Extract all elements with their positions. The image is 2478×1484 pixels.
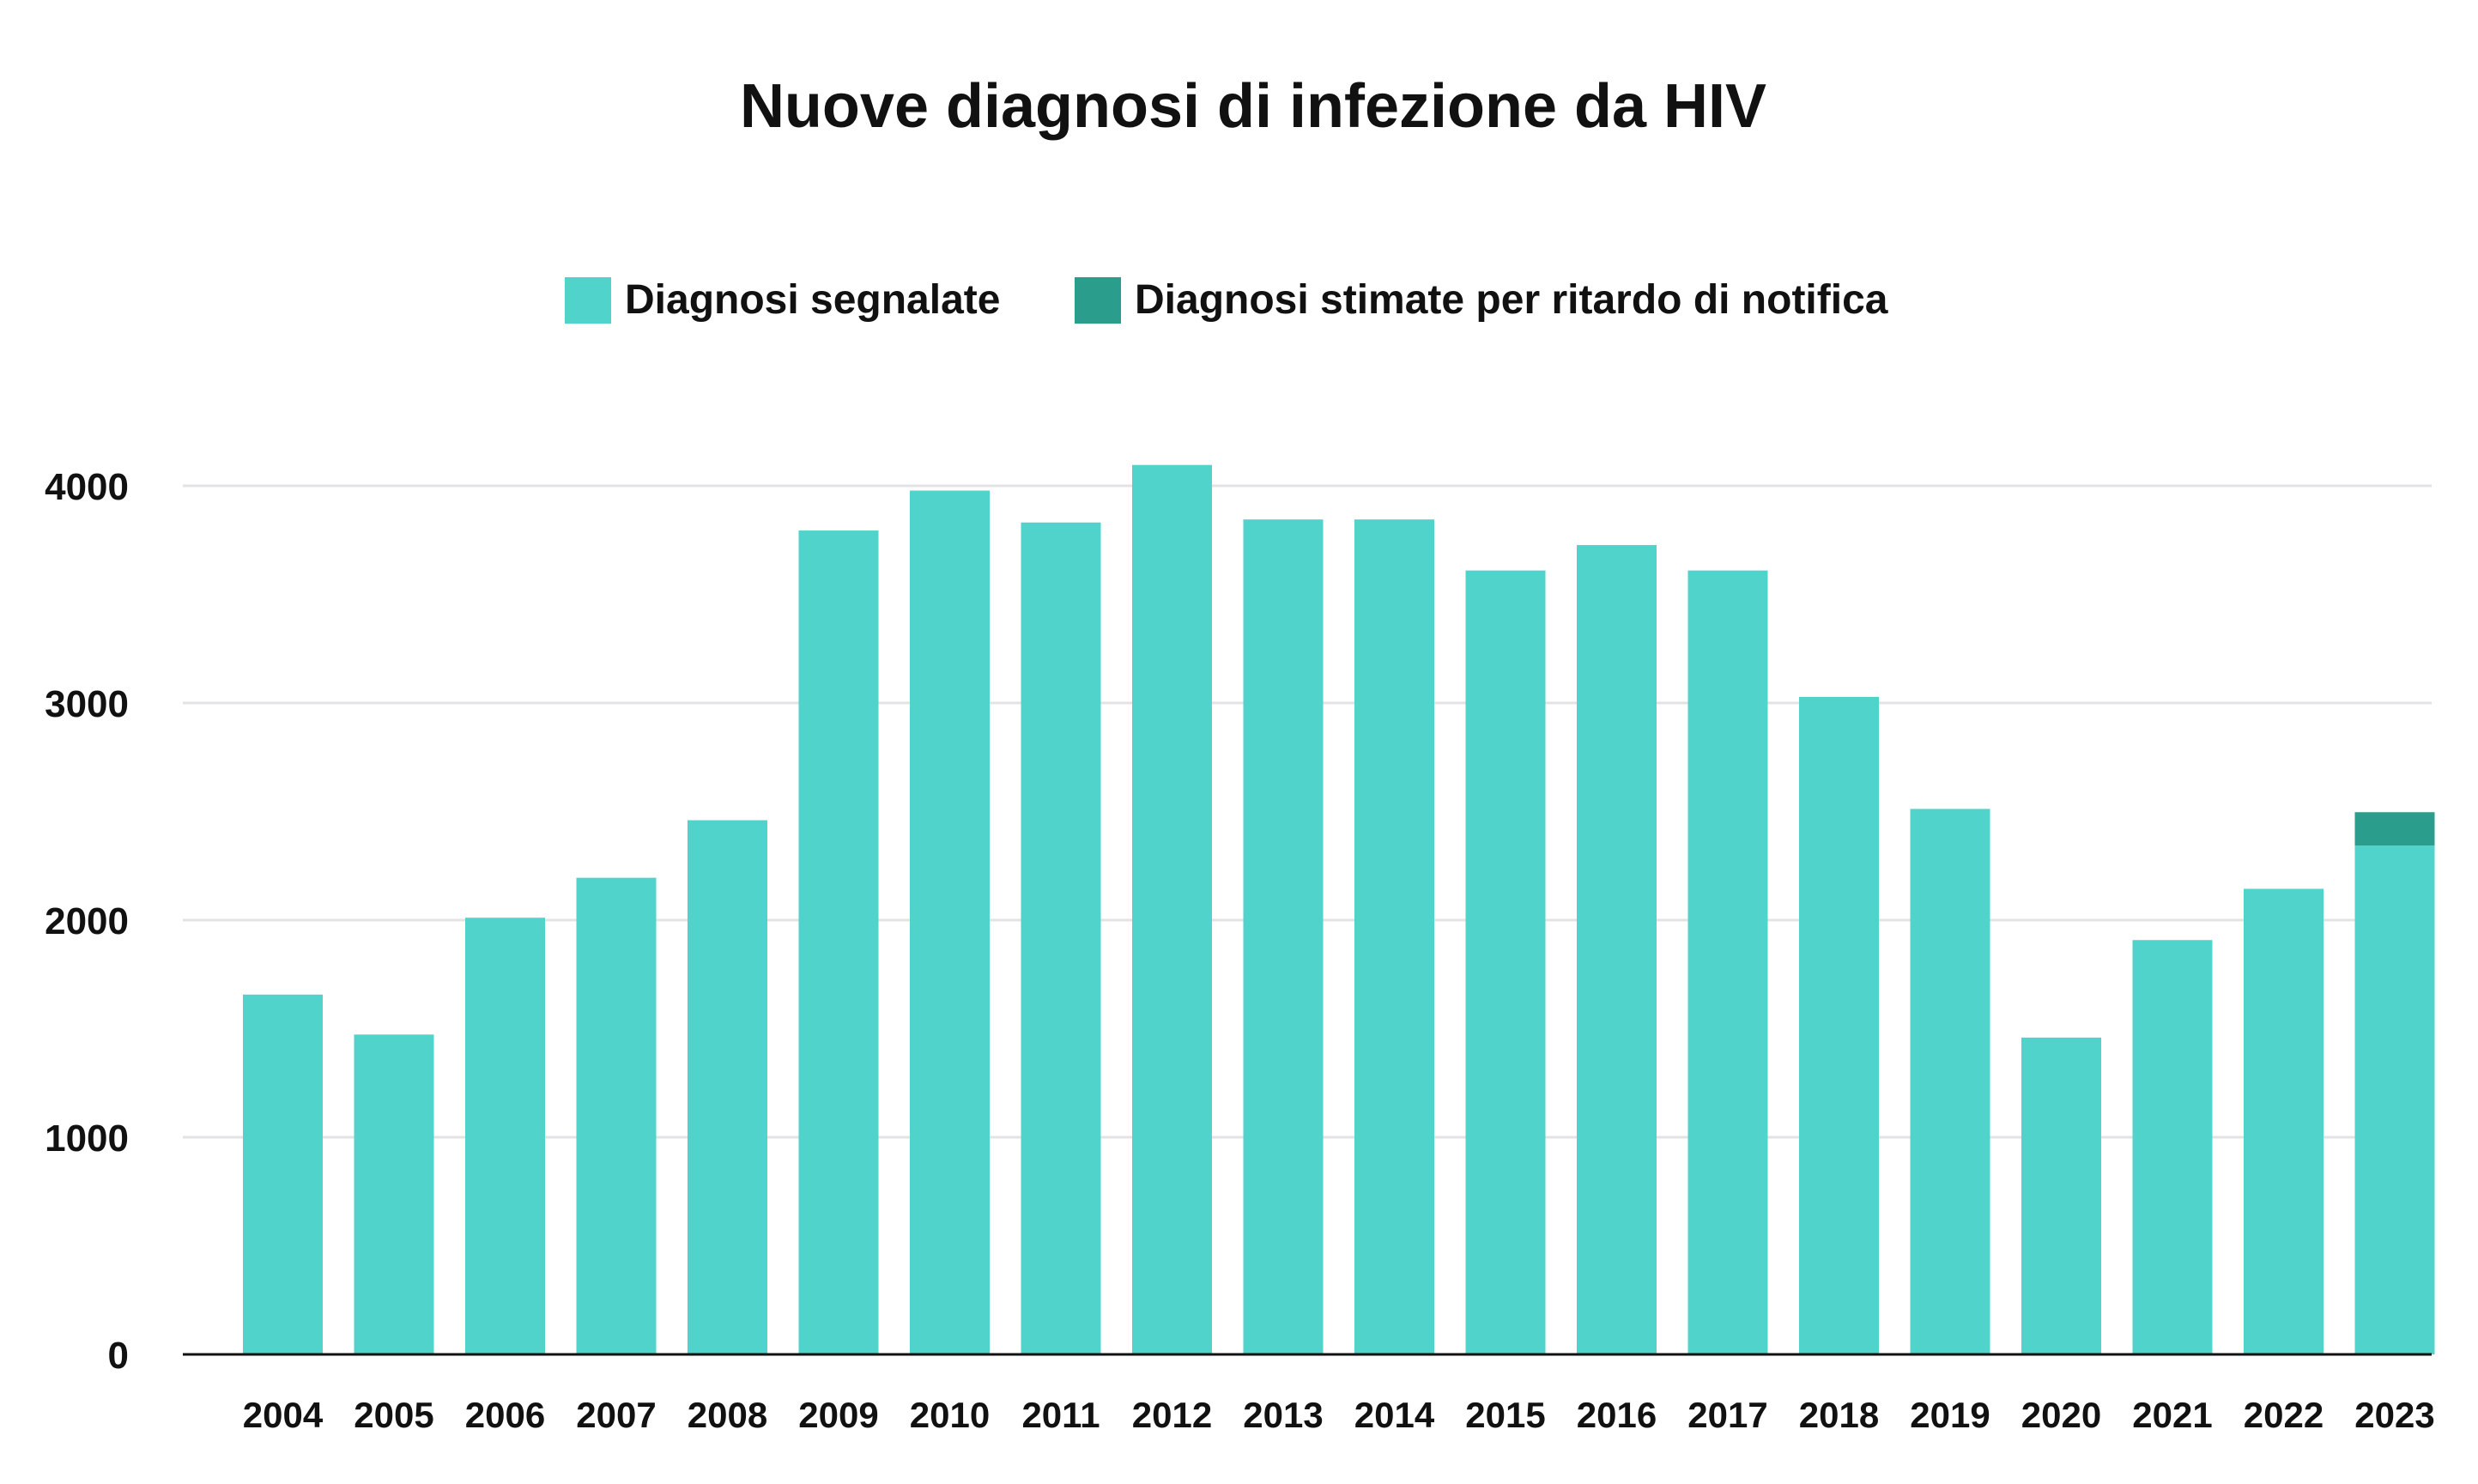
bar-2012-segnalate	[1132, 464, 1212, 1355]
legend-swatch-segnalate	[565, 277, 611, 324]
bar-2017-segnalate	[1687, 570, 1768, 1354]
bar-2021-segnalate	[2132, 940, 2213, 1354]
x-tick-label: 2005	[354, 1395, 433, 1435]
bars	[243, 464, 2435, 1355]
x-tick-label: 2007	[576, 1395, 656, 1435]
bar-2006-segnalate	[465, 918, 545, 1354]
x-tick-label: 2009	[798, 1395, 878, 1435]
y-tick-label: 2000	[45, 900, 129, 942]
x-tick-label: 2015	[1465, 1395, 1545, 1435]
bar-2013-segnalate	[1243, 519, 1324, 1354]
bar-2022-segnalate	[2244, 888, 2324, 1354]
x-tick-label: 2022	[2244, 1395, 2324, 1435]
bar-2007-segnalate	[576, 877, 657, 1354]
y-axis-ticks: 0 1000 2000 3000 4000	[45, 466, 129, 1377]
x-tick-label: 2004	[243, 1395, 324, 1435]
y-tick-label: 3000	[45, 683, 129, 725]
bar-2014-segnalate	[1354, 519, 1434, 1354]
x-axis-ticks: 2004 2005 2006 2007 2008 2009 2010 2011 2012 2013…	[243, 1395, 2435, 1435]
bar-2009-segnalate	[798, 530, 879, 1354]
x-tick-label: 2011	[1021, 1395, 1100, 1435]
bar-2004-segnalate	[243, 994, 323, 1354]
bar-2018-segnalate	[1799, 696, 1879, 1354]
chart-title: Nuove diagnosi di infezione da HIV	[740, 72, 1766, 141]
x-tick-label: 2016	[1577, 1395, 1657, 1435]
bar-2020-segnalate	[2021, 1037, 2101, 1354]
legend: Diagnosi segnalate Diagnosi stimate per …	[565, 277, 1888, 324]
bar-2011-segnalate	[1021, 522, 1101, 1354]
x-tick-label: 2008	[688, 1395, 767, 1435]
x-tick-label: 2014	[1354, 1395, 1435, 1435]
bar-2023-segnalate	[2354, 845, 2435, 1354]
x-tick-label: 2018	[1799, 1395, 1879, 1435]
bar-2010-segnalate	[910, 490, 990, 1354]
x-tick-label: 2010	[910, 1395, 990, 1435]
x-tick-label: 2019	[1910, 1395, 1990, 1435]
x-tick-label: 2020	[2021, 1395, 2101, 1435]
legend-label-stimate: Diagnosi stimate per ritardo di notifica	[1135, 277, 1888, 323]
bar-2015-segnalate	[1465, 570, 1546, 1354]
bar-2016-segnalate	[1577, 545, 1657, 1354]
x-tick-label: 2021	[2132, 1395, 2212, 1435]
bar-2005-segnalate	[354, 1034, 434, 1354]
legend-swatch-stimate	[1075, 277, 1121, 324]
x-tick-label: 2023	[2354, 1395, 2434, 1435]
y-tick-label: 1000	[45, 1118, 129, 1160]
bar-2019-segnalate	[1910, 809, 1990, 1354]
x-tick-label: 2017	[1687, 1395, 1767, 1435]
x-tick-label: 2013	[1243, 1395, 1323, 1435]
y-tick-label: 4000	[45, 466, 129, 508]
y-tick-label: 0	[108, 1335, 129, 1377]
legend-label-segnalate: Diagnosi segnalate	[625, 277, 1000, 323]
bar-2023-stimate	[2354, 812, 2435, 846]
x-tick-label: 2012	[1132, 1395, 1212, 1435]
x-tick-label: 2006	[465, 1395, 545, 1435]
bar-2008-segnalate	[688, 820, 767, 1354]
